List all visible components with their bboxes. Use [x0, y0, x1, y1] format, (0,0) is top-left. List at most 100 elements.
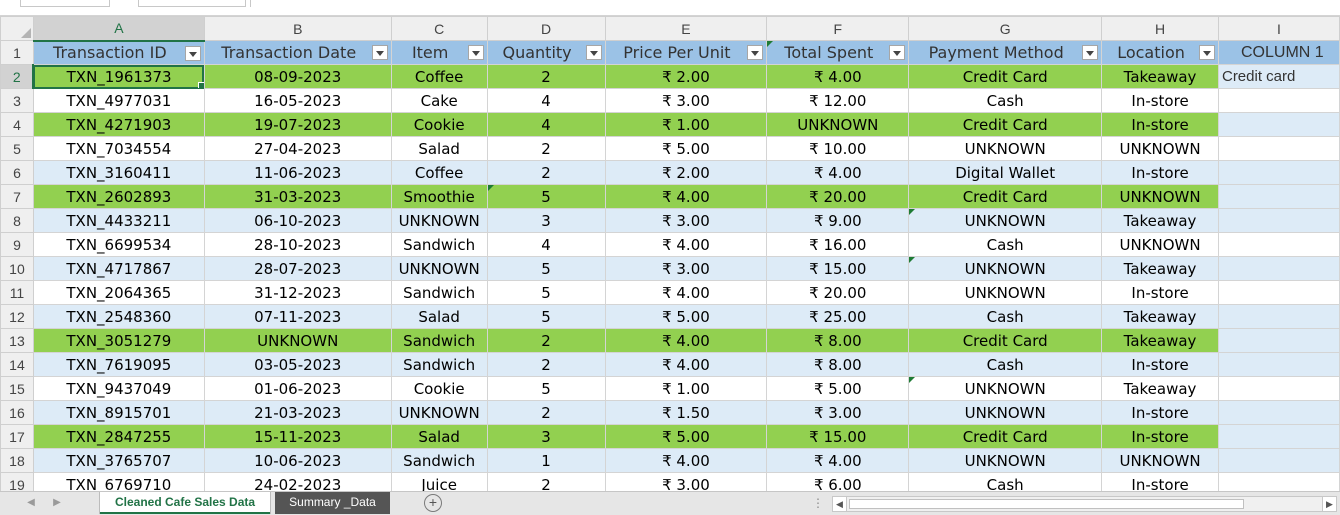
table-cell[interactable]: Takeaway	[1101, 304, 1219, 329]
table-cell[interactable]: ₹ 5.00	[766, 376, 910, 401]
name-box[interactable]	[20, 0, 110, 7]
table-header-cell[interactable]: Quantity	[486, 40, 606, 65]
formula-input[interactable]	[250, 0, 1340, 7]
table-cell[interactable]	[1217, 88, 1340, 113]
table-cell[interactable]: Takeaway	[1101, 208, 1219, 233]
table-cell[interactable]: UNKNOWN	[1101, 232, 1219, 257]
table-cell[interactable]: UNKNOWN	[908, 376, 1103, 401]
column-header[interactable]: B	[203, 16, 392, 41]
table-cell[interactable]	[1217, 448, 1340, 473]
filter-dropdown-icon[interactable]	[467, 45, 484, 60]
table-cell[interactable]: ₹ 3.00	[604, 208, 768, 233]
table-cell[interactable]: TXN_2064365	[32, 280, 205, 305]
table-cell[interactable]: Credit Card	[908, 328, 1103, 353]
table-cell[interactable]: ₹ 4.00	[604, 352, 768, 377]
table-cell[interactable]: TXN_2847255	[32, 424, 205, 449]
filter-dropdown-icon[interactable]	[585, 45, 602, 60]
table-cell[interactable]: UNKNOWN	[908, 400, 1103, 425]
table-cell[interactable]: 5	[486, 280, 606, 305]
table-cell[interactable]: 2	[486, 400, 606, 425]
table-cell[interactable]: ₹ 2.00	[604, 160, 768, 185]
table-cell[interactable]: Sandwich	[390, 280, 488, 305]
tab-splitter-icon[interactable]: ⋮	[812, 496, 824, 510]
table-cell[interactable]: TXN_9437049	[32, 376, 205, 401]
table-cell[interactable]: ₹ 12.00	[766, 88, 910, 113]
table-cell[interactable]: Sandwich	[390, 448, 488, 473]
table-cell[interactable]: ₹ 4.00	[766, 160, 910, 185]
table-cell[interactable]: 21-03-2023	[203, 400, 392, 425]
table-cell[interactable]: Takeaway	[1101, 328, 1219, 353]
table-cell[interactable]: 5	[486, 304, 606, 329]
table-cell[interactable]	[1217, 328, 1340, 353]
table-cell[interactable]: 5	[486, 256, 606, 281]
table-cell[interactable]: Cookie	[390, 376, 488, 401]
table-cell[interactable]: Salad	[390, 424, 488, 449]
table-cell[interactable]: ₹ 20.00	[766, 280, 910, 305]
table-cell[interactable]: 16-05-2023	[203, 88, 392, 113]
table-cell[interactable]: UNKNOWN	[908, 448, 1103, 473]
row-header[interactable]: 18	[0, 448, 34, 473]
table-cell[interactable]: ₹ 1.50	[604, 400, 768, 425]
row-header[interactable]: 6	[0, 160, 34, 185]
table-cell[interactable]: ₹ 8.00	[766, 352, 910, 377]
table-cell[interactable]: 4	[486, 232, 606, 257]
table-cell[interactable]: Credit Card	[908, 424, 1103, 449]
table-cell[interactable]: In-store	[1101, 112, 1219, 137]
table-cell[interactable]: ₹ 5.00	[604, 304, 768, 329]
table-cell[interactable]: 06-10-2023	[203, 208, 392, 233]
table-cell[interactable]: 2	[486, 64, 606, 89]
table-cell[interactable]: ₹ 20.00	[766, 184, 910, 209]
table-cell[interactable]: 11-06-2023	[203, 160, 392, 185]
table-cell[interactable]: 03-05-2023	[203, 352, 392, 377]
table-cell[interactable]: 3	[486, 424, 606, 449]
table-cell[interactable]: Cash	[908, 352, 1103, 377]
table-cell[interactable]: TXN_6699534	[32, 232, 205, 257]
table-cell[interactable]: 08-09-2023	[203, 64, 392, 89]
row-header[interactable]: 9	[0, 232, 34, 257]
select-all-corner[interactable]	[0, 16, 34, 41]
table-cell[interactable]: Sandwich	[390, 328, 488, 353]
table-cell[interactable]: UNKNOWN	[203, 328, 392, 353]
table-cell[interactable]: Takeaway	[1101, 64, 1219, 89]
table-cell[interactable]: UNKNOWN	[908, 256, 1103, 281]
table-cell[interactable]: ₹ 4.00	[604, 232, 768, 257]
row-header[interactable]: 16	[0, 400, 34, 425]
column-header[interactable]: C	[390, 16, 488, 41]
table-cell[interactable]: Credit Card	[908, 112, 1103, 137]
table-cell[interactable]	[1217, 160, 1340, 185]
sheet-tab-cleaned[interactable]: Cleaned Cafe Sales Data	[100, 492, 270, 514]
table-cell[interactable]: 19-07-2023	[203, 112, 392, 137]
table-cell[interactable]: ₹ 1.00	[604, 112, 768, 137]
table-cell[interactable]	[1217, 400, 1340, 425]
table-cell[interactable]: In-store	[1101, 424, 1219, 449]
table-header-cell[interactable]: Transaction ID	[32, 40, 205, 65]
table-header-cell[interactable]: Location	[1101, 40, 1219, 65]
table-cell[interactable]: In-store	[1101, 400, 1219, 425]
table-cell[interactable]: Credit Card	[908, 184, 1103, 209]
table-cell[interactable]: TXN_7619095	[32, 352, 205, 377]
table-header-cell[interactable]: Price Per Unit	[604, 40, 768, 65]
table-cell[interactable]: Sandwich	[390, 232, 488, 257]
table-cell[interactable]: 1	[486, 448, 606, 473]
table-cell[interactable]: 31-03-2023	[203, 184, 392, 209]
table-cell[interactable]: ₹ 2.00	[604, 64, 768, 89]
column-header[interactable]: A	[32, 16, 205, 42]
table-cell[interactable]: ₹ 4.00	[604, 448, 768, 473]
formula-buttons[interactable]	[138, 0, 246, 7]
column-header[interactable]: I	[1217, 16, 1340, 41]
table-cell[interactable]	[1217, 424, 1340, 449]
table-cell[interactable]	[1217, 376, 1340, 401]
table-cell[interactable]: ₹ 3.00	[604, 256, 768, 281]
table-cell[interactable]: Smoothie	[390, 184, 488, 209]
table-header-cell[interactable]: Payment Method	[908, 40, 1103, 65]
table-cell[interactable]: 10-06-2023	[203, 448, 392, 473]
table-cell[interactable]: 2	[486, 328, 606, 353]
table-cell[interactable]: TXN_3765707	[32, 448, 205, 473]
table-cell[interactable]: UNKNOWN	[390, 400, 488, 425]
table-cell[interactable]: ₹ 5.00	[604, 136, 768, 161]
table-cell[interactable]: UNKNOWN	[766, 112, 910, 137]
table-cell[interactable]: In-store	[1101, 88, 1219, 113]
table-cell[interactable]: Cake	[390, 88, 488, 113]
table-cell[interactable]	[1217, 256, 1340, 281]
table-cell[interactable]: TXN_4271903	[32, 112, 205, 137]
